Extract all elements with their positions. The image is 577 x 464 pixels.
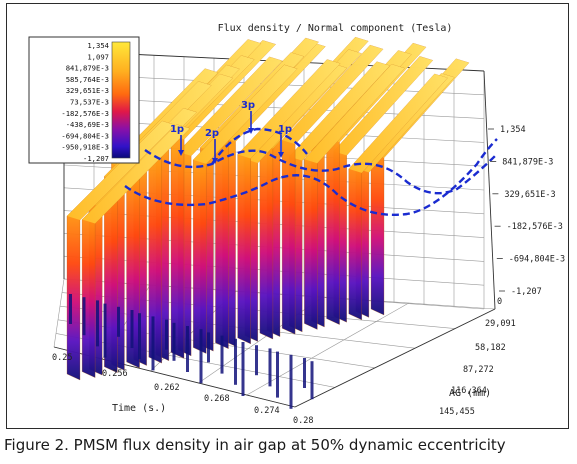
colorbar-label: 329,651E-3 xyxy=(66,86,109,95)
time-tick-label: 0.28 xyxy=(293,416,313,426)
surface-dip xyxy=(207,332,210,363)
surface-dip xyxy=(234,338,237,385)
surface-dip xyxy=(255,345,258,376)
surface-dip xyxy=(172,322,176,361)
time-tick-label: 0.268 xyxy=(204,394,230,404)
z-tick-label: 841,879E-3 xyxy=(502,157,553,167)
surface-ridge-top xyxy=(237,59,341,159)
figure-frame: Flux density / Normal component (Tesla) … xyxy=(6,3,569,429)
colorbar-label: 1,097 xyxy=(87,52,109,61)
harmonic-envelopes xyxy=(124,127,498,216)
colorbar-label: 585,764E-3 xyxy=(66,75,109,84)
grid-line xyxy=(55,333,336,388)
surface-dip xyxy=(186,326,189,372)
time-tick-label: 0.256 xyxy=(102,369,128,379)
colorbar-label: -694,804E-3 xyxy=(61,131,109,140)
ag-tick-label: 29,091 xyxy=(485,319,516,329)
surface-dip xyxy=(69,294,72,324)
chart-title: Flux density / Normal component (Tesla) xyxy=(218,23,453,34)
surface-dip xyxy=(103,303,107,358)
axis-box-edge xyxy=(294,308,496,408)
surface-dip xyxy=(276,351,279,398)
axis-box-edge xyxy=(483,70,496,310)
harmonic-marker-label: 1p xyxy=(170,124,184,135)
flux-density-surface-chart: Flux density / Normal component (Tesla) … xyxy=(28,23,565,426)
harmonic-markers: 1p 2p 3p 1p xyxy=(170,100,292,164)
time-tick-label: 0.25 xyxy=(52,353,72,363)
z-tick-label: 329,651E-3 xyxy=(504,190,555,200)
envelope-peak xyxy=(211,127,308,165)
colorbar-gradient xyxy=(111,41,131,159)
surface-dip xyxy=(130,310,134,348)
surface-dip xyxy=(96,300,99,347)
ag-tick-label: 58,182 xyxy=(475,343,506,353)
z-tick-label: -182,576E-3 xyxy=(507,222,563,232)
surface-ridge-top xyxy=(193,64,298,164)
envelope-lower xyxy=(124,138,498,216)
surface-dip xyxy=(289,354,293,409)
z-tick-label: -1,207 xyxy=(511,287,542,297)
harmonic-marker-arrowhead xyxy=(248,128,254,134)
grid-line xyxy=(246,302,409,396)
ag-tick-label: 145,455 xyxy=(439,407,475,417)
colorbar-label: 841,879E-3 xyxy=(66,64,109,73)
surface-dip xyxy=(268,348,272,387)
ag-tick-label: 87,272 xyxy=(463,365,494,375)
harmonic-marker-arrowhead xyxy=(178,150,184,156)
surface-dip xyxy=(138,313,141,360)
surface-ridge-top xyxy=(67,121,175,220)
axis-ticks: 1,354 841,879E-3 329,651E-3 -182,576E-3 -694… xyxy=(52,125,565,426)
harmonic-marker-arrowhead xyxy=(212,158,218,164)
surface-ridge-top xyxy=(244,64,347,164)
surface-dip xyxy=(303,358,306,388)
harmonic-marker-label: 2p xyxy=(205,128,219,139)
surface-ridge-top xyxy=(304,64,405,164)
surface-dip xyxy=(220,335,224,374)
figure-caption: Figure 2. PMSM flux density in air gap a… xyxy=(4,436,506,454)
surface-ridge-top xyxy=(333,56,433,156)
harmonic-marker-label: 3p xyxy=(241,100,255,111)
harmonic-marker-label: 1p xyxy=(278,124,292,135)
colorbar-label: 1,354 xyxy=(87,41,109,50)
ag-tick-label: 116,364 xyxy=(451,386,487,396)
surface-dip xyxy=(165,319,168,350)
surface-dip xyxy=(199,329,203,384)
x-axis-label: Time (s.) xyxy=(112,403,166,414)
colorbar-label: -950,918E-3 xyxy=(61,143,109,152)
harmonic-marker-arrowhead xyxy=(278,152,284,158)
colorbar-label: -1,207 xyxy=(83,154,109,163)
surface-ridge-top xyxy=(82,124,190,224)
surface-dip xyxy=(310,361,314,400)
envelope-upper xyxy=(144,149,498,195)
surface-dip xyxy=(151,316,155,371)
z-tick-label: -694,804E-3 xyxy=(509,255,565,265)
time-tick-label: 0.274 xyxy=(254,406,280,416)
surface-dip xyxy=(117,306,120,337)
colorbar-label: -182,576E-3 xyxy=(61,109,109,118)
ag-tick-label: 0 xyxy=(497,297,502,307)
z-tick-label: 1,354 xyxy=(500,125,526,135)
colorbar-label: -438,69E-3 xyxy=(66,120,109,129)
surface-ridge-top xyxy=(348,73,448,173)
surface-ridge-top xyxy=(178,56,283,156)
surface-dip xyxy=(241,342,245,396)
grid-line xyxy=(53,278,65,348)
surface-ridge-top xyxy=(289,61,390,161)
surface-ridge-top xyxy=(282,45,384,145)
colorbar-legend: 1,354 1,097 841,879E-3 585,764E-3 329,651E-3… xyxy=(28,36,140,164)
colorbar-label: 73,537E-3 xyxy=(70,98,109,107)
y-axis-label: AG (mm) xyxy=(449,388,491,399)
time-tick-label: 0.262 xyxy=(154,383,180,393)
surface-dip xyxy=(82,297,86,336)
